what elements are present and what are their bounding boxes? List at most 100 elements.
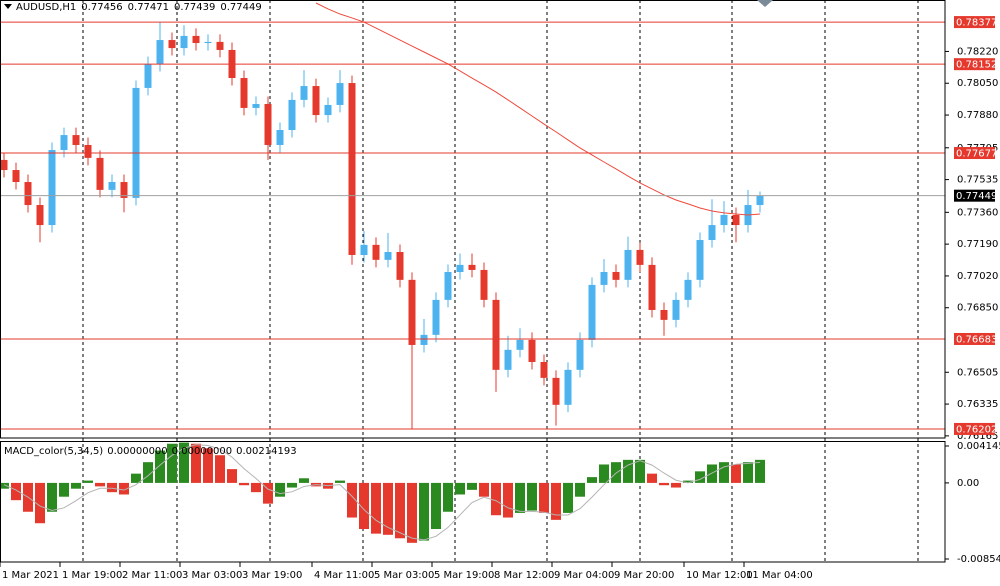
candle-body <box>36 205 44 226</box>
histogram-bar <box>191 443 201 483</box>
collapse-arrow[interactable] <box>4 4 12 9</box>
candle-body <box>480 269 488 300</box>
histogram-bar <box>479 482 489 497</box>
histogram-bar <box>503 482 513 518</box>
level-label: 0.76202 <box>956 424 997 435</box>
x-tick-label: 9 Mar 04:00 <box>554 570 614 581</box>
histogram-bar <box>179 442 189 483</box>
histogram-bar <box>623 459 633 483</box>
x-tick-label: 1 Mar 19:00 <box>62 570 122 581</box>
candle-body <box>396 251 404 280</box>
x-tick-label: 3 Mar 03:00 <box>182 570 242 581</box>
level-label: 0.78152 <box>956 60 997 71</box>
y-tick-label: 0.76850 <box>957 303 998 314</box>
candle-body <box>336 83 344 105</box>
histogram-bar <box>455 482 465 495</box>
price-plot <box>0 2 945 430</box>
x-tick-label: 4 Mar 11:00 <box>314 570 374 581</box>
candle-body <box>612 272 620 280</box>
candle-body <box>468 264 476 270</box>
signal-line <box>3 444 761 541</box>
candle-body <box>264 104 272 145</box>
histogram-bar <box>515 482 525 513</box>
candle-body <box>576 339 584 370</box>
candle-body <box>192 35 200 44</box>
candle-body <box>72 135 80 145</box>
level-label: 0.77677 <box>956 149 997 160</box>
histogram-bar <box>539 482 549 513</box>
y-tick-label: 0.76165 <box>957 431 998 442</box>
y-tick-label: 0.77190 <box>957 239 998 250</box>
y-tick-label: 0.00 <box>957 478 979 489</box>
candle-body <box>252 104 260 108</box>
histogram-bar <box>131 473 141 483</box>
shift-marker[interactable] <box>757 0 773 7</box>
histogram-bar <box>599 464 609 483</box>
y-tick-label: 0.76505 <box>957 367 998 378</box>
candle-body <box>24 182 32 206</box>
indicator-readout: 0.00214193 <box>236 446 296 457</box>
candle-body <box>0 159 8 171</box>
candle-body <box>204 41 212 44</box>
indicator-readout: 0.00000000 <box>107 446 167 457</box>
candle-body <box>408 279 416 345</box>
macd-plot <box>0 442 765 543</box>
candle-body <box>168 40 176 49</box>
level-label-box <box>954 332 995 345</box>
level-label-box <box>954 422 995 435</box>
current-price-label: 0.77449 <box>956 191 997 202</box>
y-tick-label: 0.77880 <box>957 110 998 121</box>
candle-body <box>48 150 56 226</box>
candle-body <box>588 284 596 340</box>
x-tick-label: 11 Mar 04:00 <box>746 570 813 581</box>
histogram-bar <box>239 482 249 486</box>
candle-body <box>456 264 464 273</box>
indicator-readout: 0.00000000 <box>172 446 232 457</box>
histogram-bar <box>647 473 657 483</box>
histogram-bar <box>83 480 93 483</box>
candle-body <box>600 272 608 285</box>
candle-body <box>696 240 704 280</box>
histogram-bar <box>695 471 705 483</box>
candle-body <box>132 87 140 198</box>
candle-body <box>144 63 152 88</box>
candle-body <box>432 299 440 335</box>
histogram-bar <box>407 482 417 543</box>
macd-panel-frame <box>0 441 946 563</box>
candle-body <box>756 195 764 206</box>
histogram-bar <box>167 443 177 483</box>
histogram-bar <box>251 482 261 493</box>
y-tick-label: -0.0085471 <box>957 554 1000 565</box>
level-label-box <box>954 16 995 29</box>
x-tick-label: 10 Mar 12:00 <box>686 570 753 581</box>
x-tick-label: 3 Mar 19:00 <box>242 570 302 581</box>
y-tick-label: 0.78220 <box>957 46 998 57</box>
candle-body <box>540 361 548 378</box>
histogram-bar <box>551 482 561 520</box>
histogram-bar <box>467 482 477 490</box>
candle-body <box>492 299 500 370</box>
histogram-bar <box>347 482 357 518</box>
histogram-bar <box>683 480 693 483</box>
candle-body <box>420 334 428 345</box>
ohlc-readout: 0.77439 <box>174 2 215 13</box>
histogram-bar <box>203 448 213 483</box>
histogram-bar <box>359 482 369 530</box>
candle-body <box>360 244 368 255</box>
histogram-bar <box>155 450 165 483</box>
x-tick-label: 2 Mar 11:00 <box>122 570 182 581</box>
histogram-bar <box>431 482 441 530</box>
histogram-bar <box>107 482 117 493</box>
histogram-bar <box>263 482 273 504</box>
histogram-bar <box>443 482 453 512</box>
indicator-name: MACD_color(5,34,5) <box>4 446 103 457</box>
histogram-bar <box>95 482 105 487</box>
histogram-bar <box>491 482 501 516</box>
histogram-bar <box>743 462 753 483</box>
histogram-bar <box>299 478 309 483</box>
histogram-bar <box>119 482 129 495</box>
x-tick-label: 1 Mar 2021 <box>2 570 59 581</box>
x-tick-label: 5 Mar 19:00 <box>434 570 494 581</box>
x-tick-label: 5 Mar 03:00 <box>374 570 434 581</box>
